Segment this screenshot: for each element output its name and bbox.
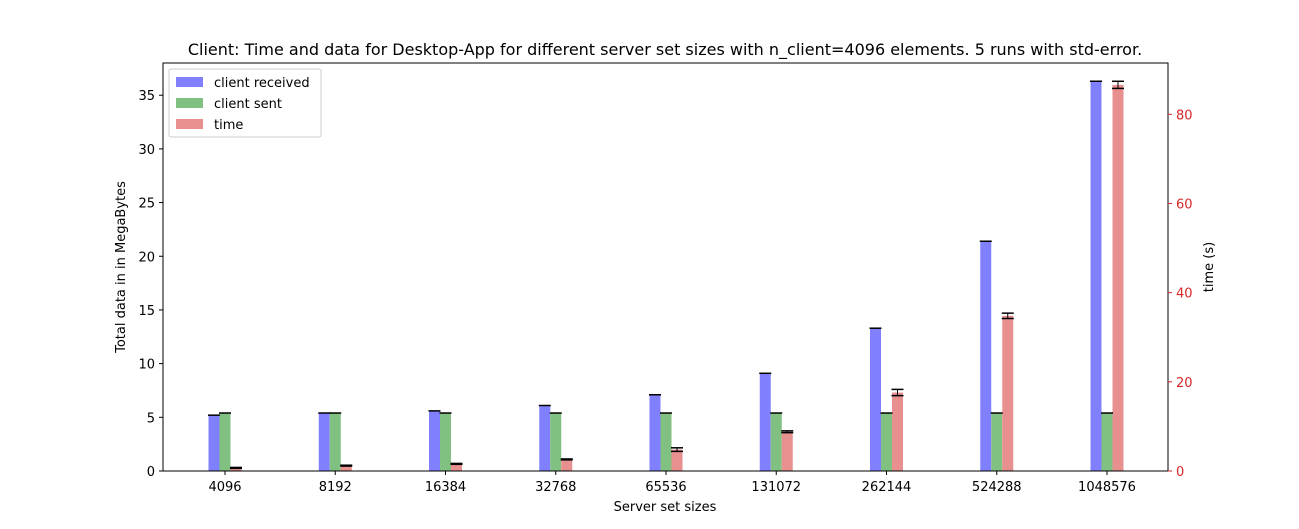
chart-title: Client: Time and data for Desktop-App fo…	[188, 40, 1142, 60]
x-tick-label-131072: 131072	[751, 480, 801, 495]
y2-tick-label-60: 60	[1176, 197, 1193, 212]
legend-label-client-received: client received	[214, 76, 310, 91]
bar-client-received-524288	[980, 241, 992, 471]
y-axis-right: 0 20 40 60 80	[1168, 108, 1193, 480]
legend: client received client sent time	[168, 68, 322, 138]
bar-client-received-32768	[539, 405, 551, 471]
bar-client-sent-524288	[991, 413, 1003, 471]
y-tick-label-35: 35	[138, 89, 155, 104]
x-tick-label-1048576: 1048576	[1078, 480, 1136, 495]
x-axis: 4096 8192 16384 32768 65536 131072 262144 52428…	[208, 471, 1136, 495]
bar-time-262144	[892, 392, 903, 471]
y-tick-label-20: 20	[138, 250, 155, 265]
bar-time-16384	[451, 463, 462, 471]
x-tick-label-4096: 4096	[208, 480, 241, 495]
bar-client-sent-262144	[881, 413, 892, 471]
bar-client-sent-8192	[329, 413, 341, 471]
legend-box	[168, 68, 322, 138]
bar-client-received-16384	[429, 410, 440, 471]
y-tick-label-30: 30	[138, 143, 155, 158]
bar-client-received-262144	[870, 328, 881, 471]
y2-tick-label-0: 0	[1176, 465, 1184, 480]
bar-client-sent-16384	[440, 413, 451, 471]
bar-client-received-8192	[318, 413, 330, 471]
y-tick-label-15: 15	[138, 304, 155, 319]
bar-client-received-131072	[759, 373, 771, 471]
legend-label-time: time	[214, 118, 243, 133]
y2-tick-label-20: 20	[1176, 376, 1193, 391]
bar-client-received-65536	[649, 394, 661, 471]
y-axis-left: 0 5 10 15 20 25 30 35	[138, 89, 163, 480]
x-tick-label-524288: 524288	[972, 480, 1022, 495]
y2-axis-label: time (s)	[1202, 242, 1217, 292]
x-tick-label-32768: 32768	[535, 480, 576, 495]
y-tick-label-0: 0	[147, 465, 155, 480]
y-tick-label-5: 5	[147, 411, 155, 426]
bar-client-received-1048576	[1090, 81, 1102, 472]
y2-tick-label-80: 80	[1176, 108, 1193, 123]
bar-time-4096	[230, 467, 242, 471]
bar-client-sent-1048576	[1101, 413, 1113, 471]
x-axis-label: Server set sizes	[614, 500, 717, 515]
y-tick-label-25: 25	[138, 197, 155, 212]
bar-time-524288	[1002, 315, 1014, 471]
bar-time-1048576	[1112, 84, 1124, 471]
bar-time-32768	[561, 459, 573, 471]
x-tick-label-262144: 262144	[862, 480, 912, 495]
legend-swatch-client-sent	[176, 98, 203, 108]
x-tick-label-65536: 65536	[645, 480, 686, 495]
bar-client-sent-131072	[770, 413, 782, 471]
bar-client-sent-32768	[550, 413, 562, 471]
bar-client-sent-65536	[660, 413, 672, 471]
bar-client-received-4096	[208, 415, 220, 471]
x-tick-label-16384: 16384	[425, 480, 466, 495]
error-bars-layer	[208, 80, 1124, 470]
legend-swatch-time	[176, 119, 203, 129]
y-tick-label-10: 10	[138, 358, 155, 373]
bars-layer	[208, 81, 1124, 472]
bar-client-sent-4096	[219, 413, 231, 471]
legend-label-client-sent: client sent	[214, 97, 282, 112]
y-axis-label: Total data in in MegaBytes	[114, 181, 129, 354]
bar-time-8192	[340, 465, 352, 471]
bar-time-131072	[781, 431, 793, 471]
bar-time-65536	[671, 449, 683, 471]
y2-tick-label-40: 40	[1176, 287, 1193, 302]
x-tick-label-8192: 8192	[319, 480, 352, 495]
legend-swatch-client-received	[176, 77, 203, 87]
